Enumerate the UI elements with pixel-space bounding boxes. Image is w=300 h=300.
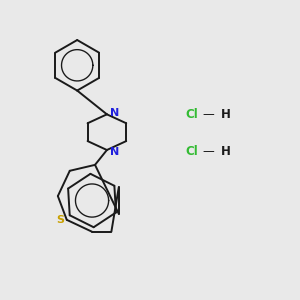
Text: Cl: Cl: [186, 108, 198, 121]
Text: —: —: [202, 108, 214, 121]
Text: N: N: [110, 147, 119, 157]
Text: S: S: [56, 215, 64, 225]
Text: N: N: [110, 108, 119, 118]
Text: Cl: Cl: [186, 145, 198, 158]
Text: H: H: [221, 108, 231, 121]
Text: —: —: [202, 145, 214, 158]
Text: H: H: [221, 145, 231, 158]
